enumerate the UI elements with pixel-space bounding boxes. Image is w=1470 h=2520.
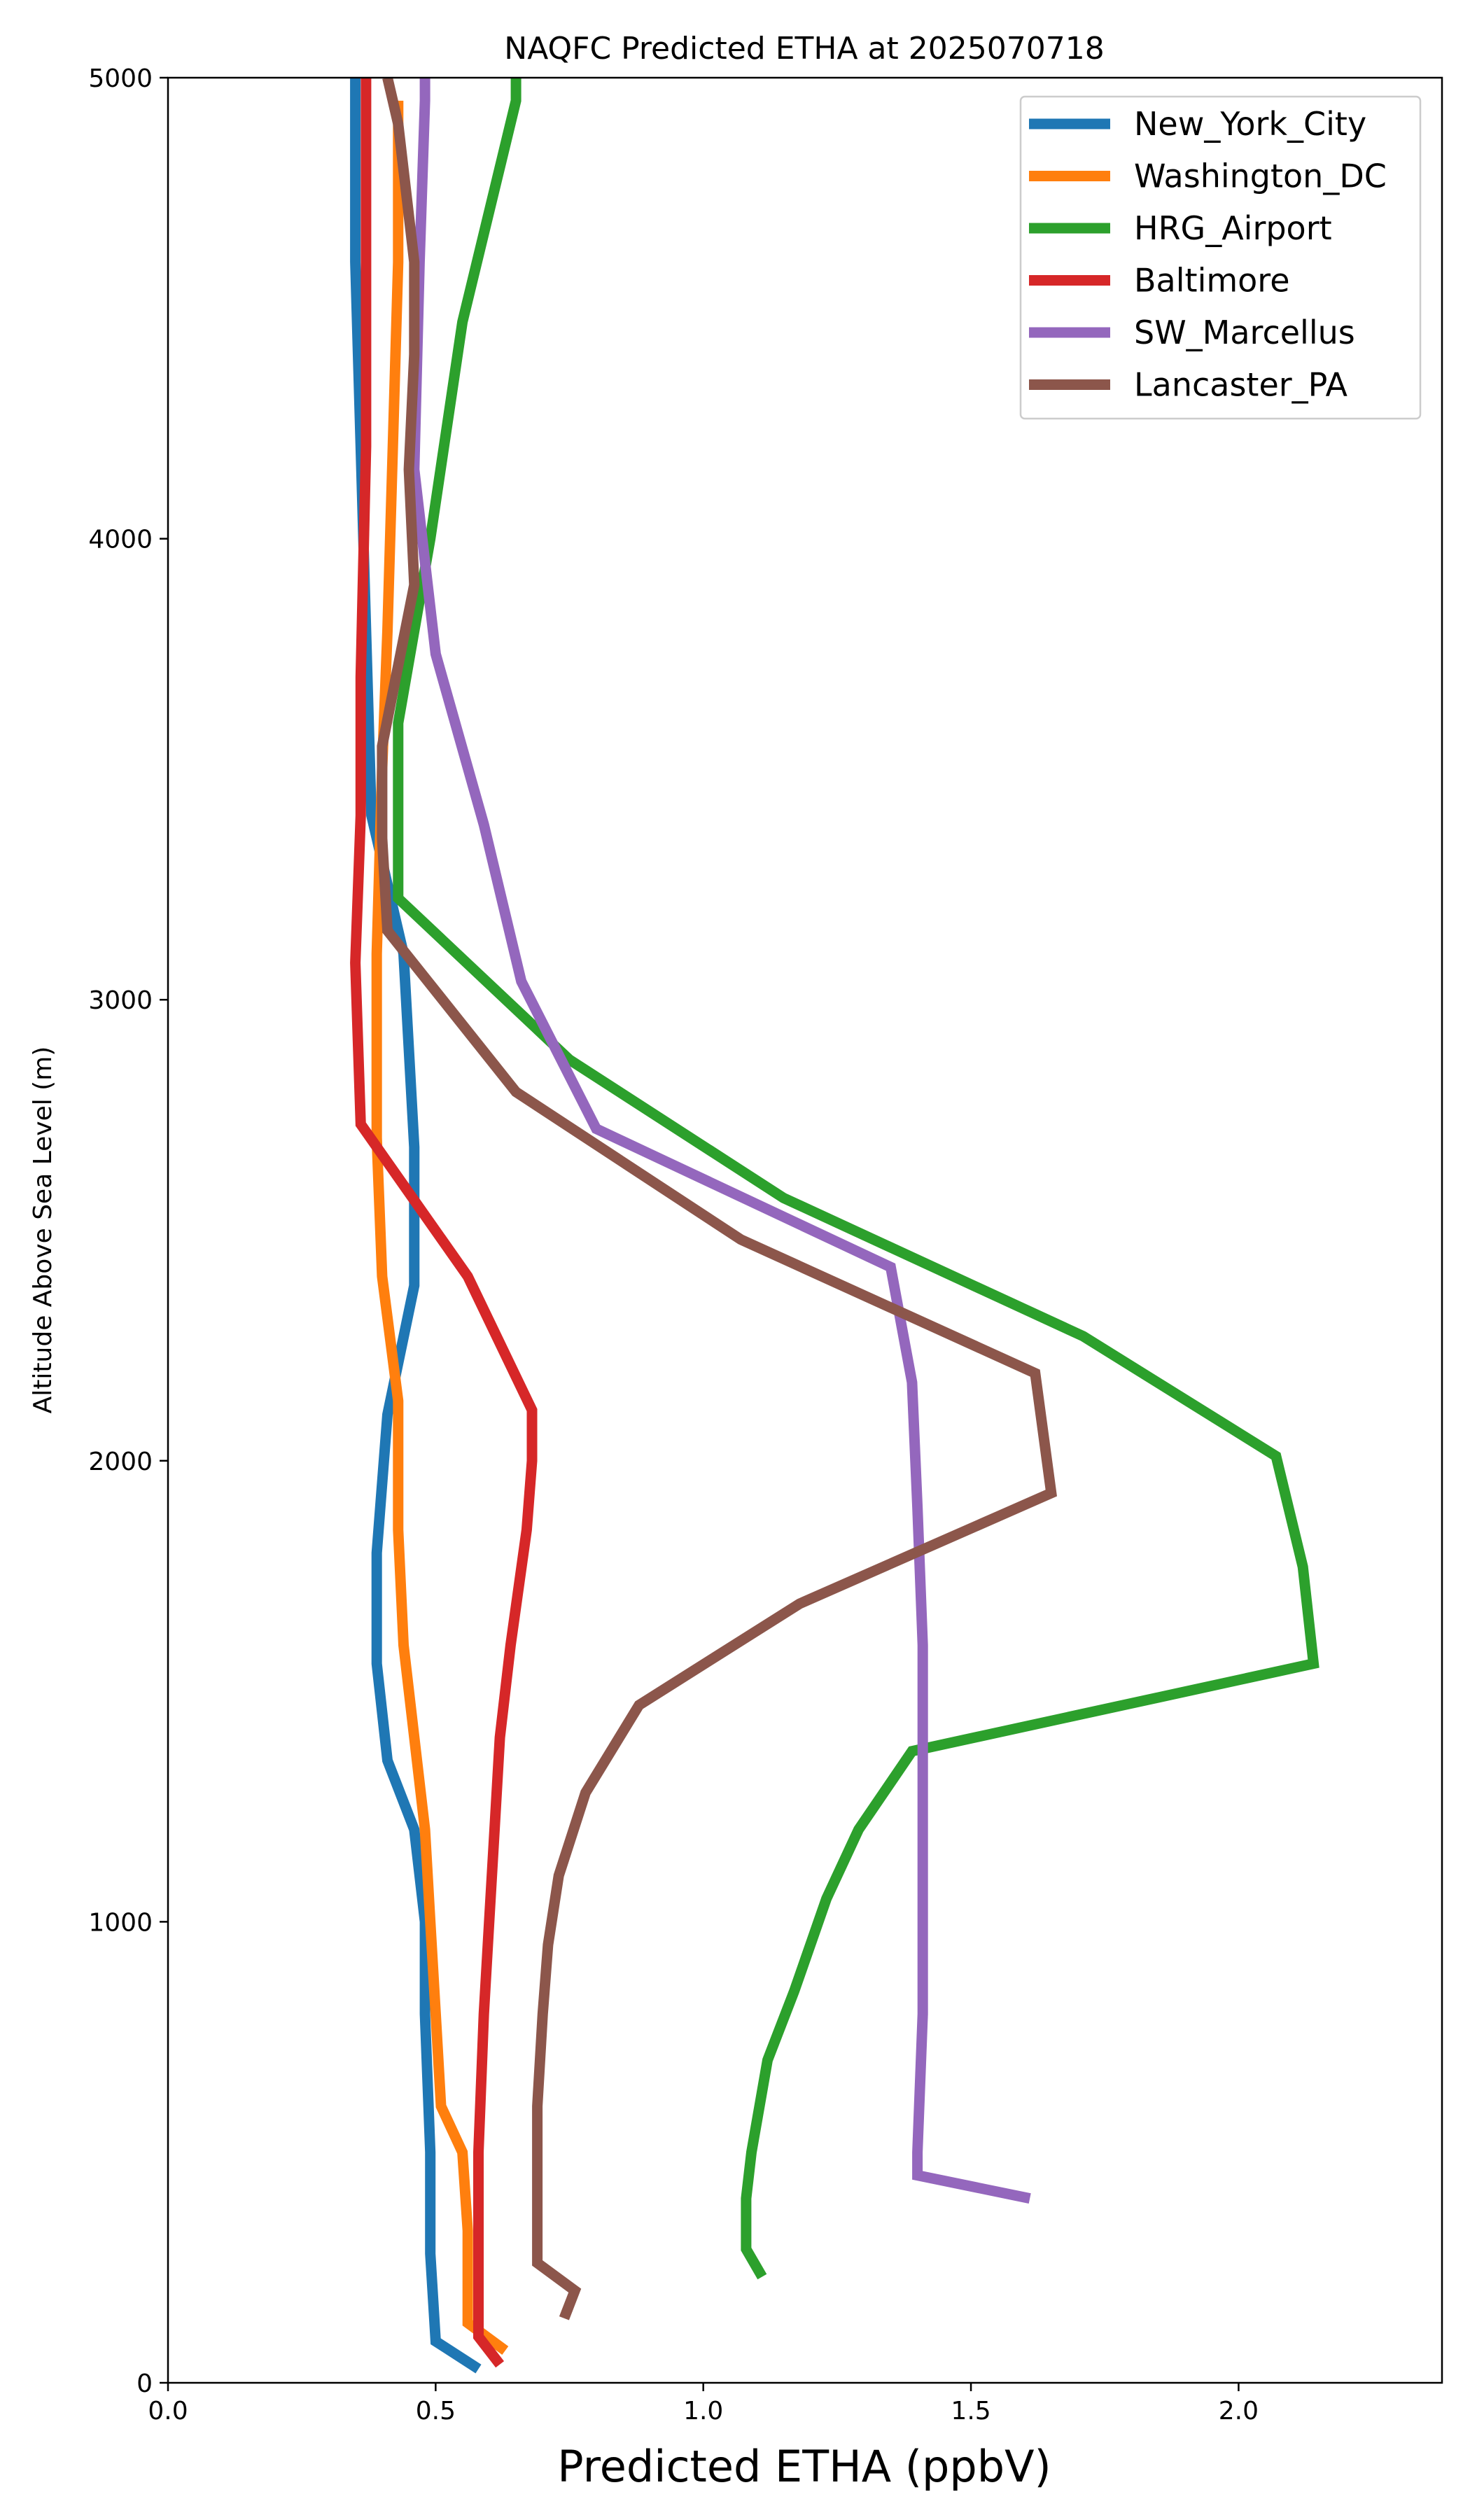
y-tick-label: 1000 xyxy=(88,1908,153,1937)
legend-label-lancaster-pa: Lancaster_PA xyxy=(1134,366,1348,404)
plot-frame xyxy=(167,76,1443,2384)
legend-label-sw-marcellus: SW_Marcellus xyxy=(1134,314,1355,351)
x-tick-label: 1.0 xyxy=(683,2397,723,2426)
y-tick-label: 5000 xyxy=(88,64,153,93)
legend-label-washington-dc: Washington_DC xyxy=(1134,158,1387,195)
legend: New_York_City Washington_DC HRG_Airport Bal… xyxy=(1019,95,1422,420)
legend-box xyxy=(1019,95,1422,420)
legend-label-baltimore: Baltimore xyxy=(1134,262,1290,300)
series-line-hrg-airport xyxy=(393,78,1320,2280)
y-tick-label: 2000 xyxy=(88,1448,153,1476)
x-axis-label: Predicted ETHA (ppbV) xyxy=(557,2441,1051,2492)
series-line-sw-marcellus xyxy=(409,78,1031,2204)
legend-label-hrg-airport: HRG_Airport xyxy=(1134,209,1332,247)
y-tick-label: 4000 xyxy=(88,526,153,554)
x-tick-label: 0.5 xyxy=(416,2397,456,2426)
series-line-washington-dc xyxy=(371,100,509,2355)
legend-label-new-york-city: New_York_City xyxy=(1134,105,1366,143)
x-tick-label: 2.0 xyxy=(1219,2397,1259,2426)
y-axis-label: Altitude Above Sea Level (m) xyxy=(29,1046,57,1414)
y-tick-label: 0 xyxy=(136,2370,153,2398)
series-line-baltimore xyxy=(350,78,538,2368)
series-layer xyxy=(350,78,1320,2374)
y-axis: 0 1000 2000 3000 4000 5000 xyxy=(88,64,168,2398)
x-tick-label: 1.5 xyxy=(951,2397,990,2426)
x-tick-label: 0.0 xyxy=(148,2397,188,2426)
chart-title: NAQFC Predicted ETHA at 2025070718 xyxy=(504,31,1104,66)
y-tick-label: 3000 xyxy=(88,986,153,1015)
x-axis: 0.0 0.5 1.0 1.5 2.0 xyxy=(148,2383,1259,2426)
series-line-lancaster-pa xyxy=(377,78,1057,2320)
